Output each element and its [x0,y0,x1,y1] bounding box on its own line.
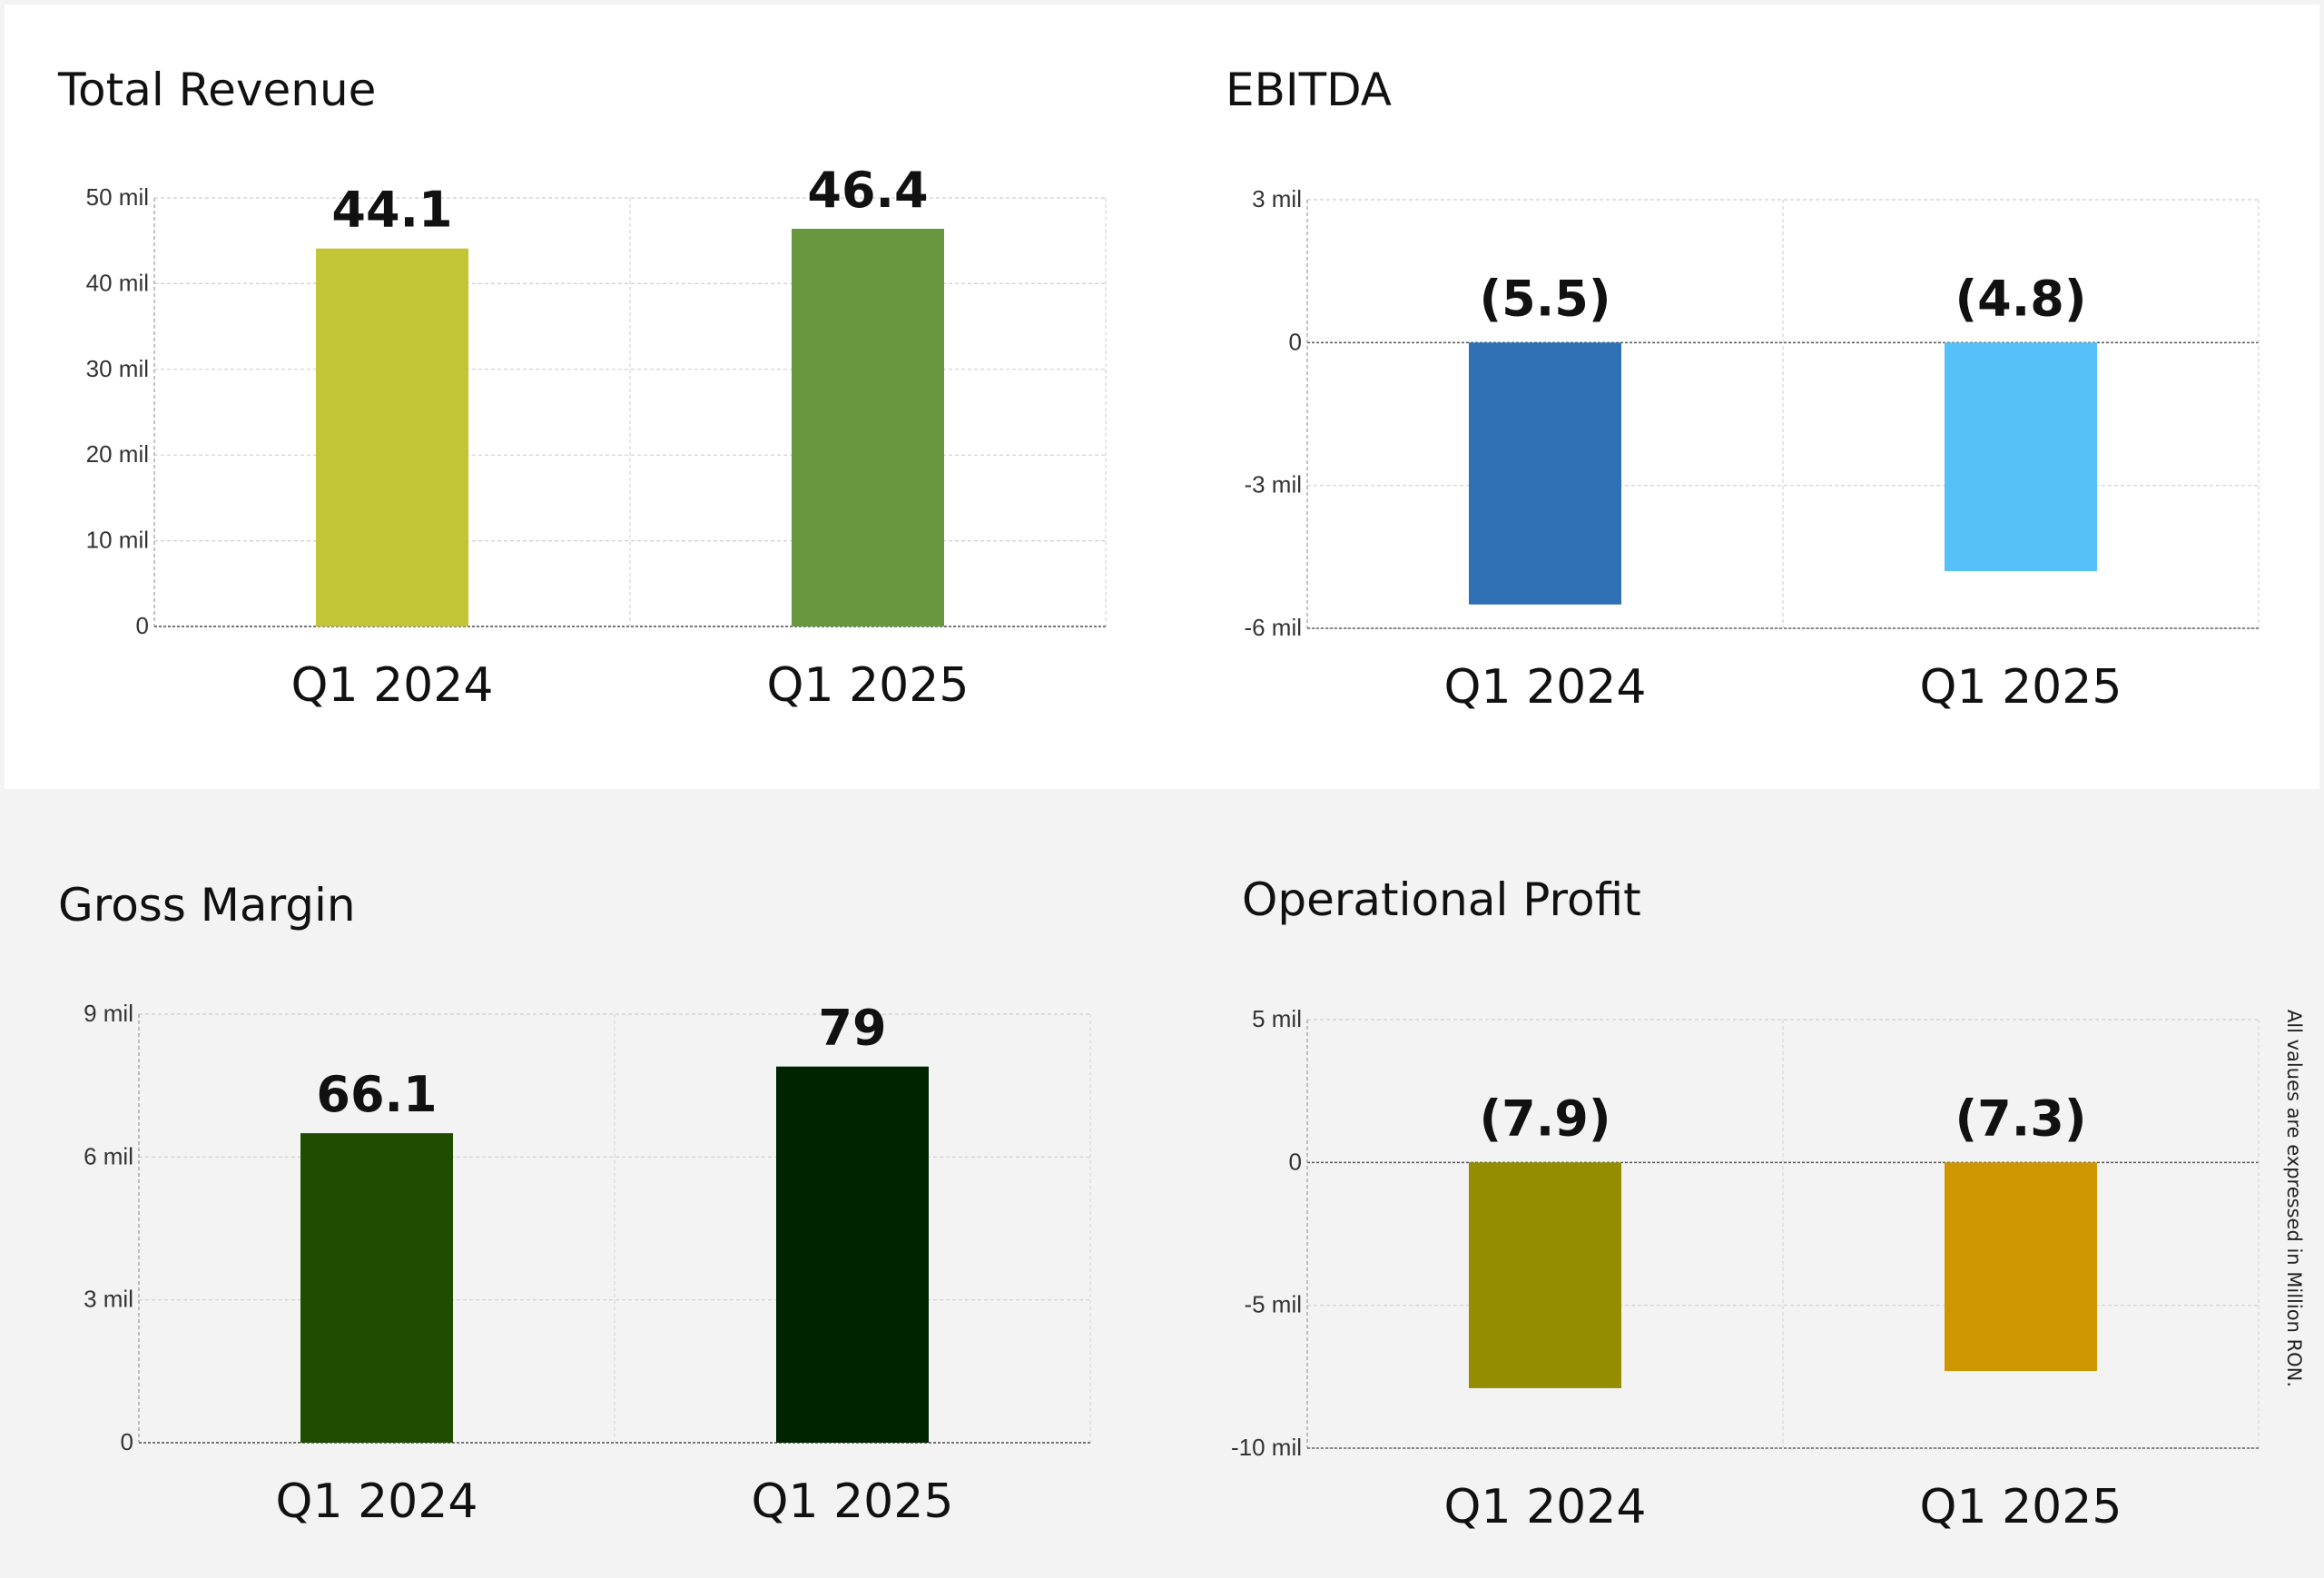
total-revenue-chart: 0 10 mil 20 mil 30 mil 40 mil 50 mil 44.1 Q1 20… [86,162,1107,713]
chart-title: Operational Profit [1242,873,1641,926]
bar [316,248,468,626]
data-label: 44.1 [331,182,452,239]
y-tick-label: 0 [1289,1148,1302,1175]
category-label: Q1 2024 [1444,660,1647,715]
chart-title: EBITDA [1226,64,1393,116]
y-tick-label: 6 mil [84,1142,133,1169]
y-tick-label: 9 mil [84,1000,133,1027]
category-label: Q1 2024 [291,658,494,713]
category-label: Q1 2025 [1920,660,2122,715]
category-label: Q1 2024 [276,1474,478,1529]
data-label: (4.8) [1955,270,2086,327]
y-tick-label: 3 mil [84,1286,133,1313]
bar [1469,342,1621,605]
data-label: 79 [818,1000,886,1057]
category-label: Q1 2025 [752,1474,954,1529]
y-tick-label: -3 mil [1244,471,1302,498]
bar [1945,342,2097,572]
data-label: (7.9) [1479,1090,1610,1147]
bar [776,1066,929,1443]
gross-margin-chart: 0 3 mil 6 mil 9 mil 66.1 Q1 2024 79 Q1 2025 [84,1000,1091,1529]
y-tick-label: 0 [136,612,149,639]
category-label: Q1 2025 [1920,1480,2122,1534]
y-tick-label: 0 [121,1428,133,1455]
y-tick-label: 30 mil [86,355,149,382]
category-label: Q1 2024 [1444,1480,1647,1534]
y-tick-label: 50 mil [86,183,149,211]
category-label: Q1 2025 [767,658,970,713]
data-label: 66.1 [316,1066,437,1123]
data-label: (5.5) [1479,270,1610,327]
y-tick-label: 3 mil [1252,185,1302,212]
data-label: 46.4 [807,162,928,219]
chart-title: Total Revenue [58,64,377,116]
y-tick-label: -5 mil [1244,1291,1302,1318]
y-tick-label: -10 mil [1231,1434,1302,1461]
ebitda-chart: -6 mil -3 mil 0 3 mil (5.5) Q1 2024 (4.8) Q1 20… [1244,185,2260,715]
y-tick-label: 20 mil [86,440,149,468]
y-tick-label: 10 mil [86,527,149,554]
y-tick-label: 5 mil [1252,1005,1302,1032]
bar [792,228,944,626]
bar [1945,1162,2097,1372]
chart-title: Gross Margin [58,879,356,932]
bar [1469,1162,1621,1388]
bar [300,1133,453,1443]
data-label: (7.3) [1955,1090,2086,1147]
footnote: All values are expressed in Million RON. [2283,1009,2305,1388]
y-tick-label: 40 mil [86,269,149,296]
y-tick-label: 0 [1289,328,1302,355]
y-tick-label: -6 mil [1244,614,1302,641]
